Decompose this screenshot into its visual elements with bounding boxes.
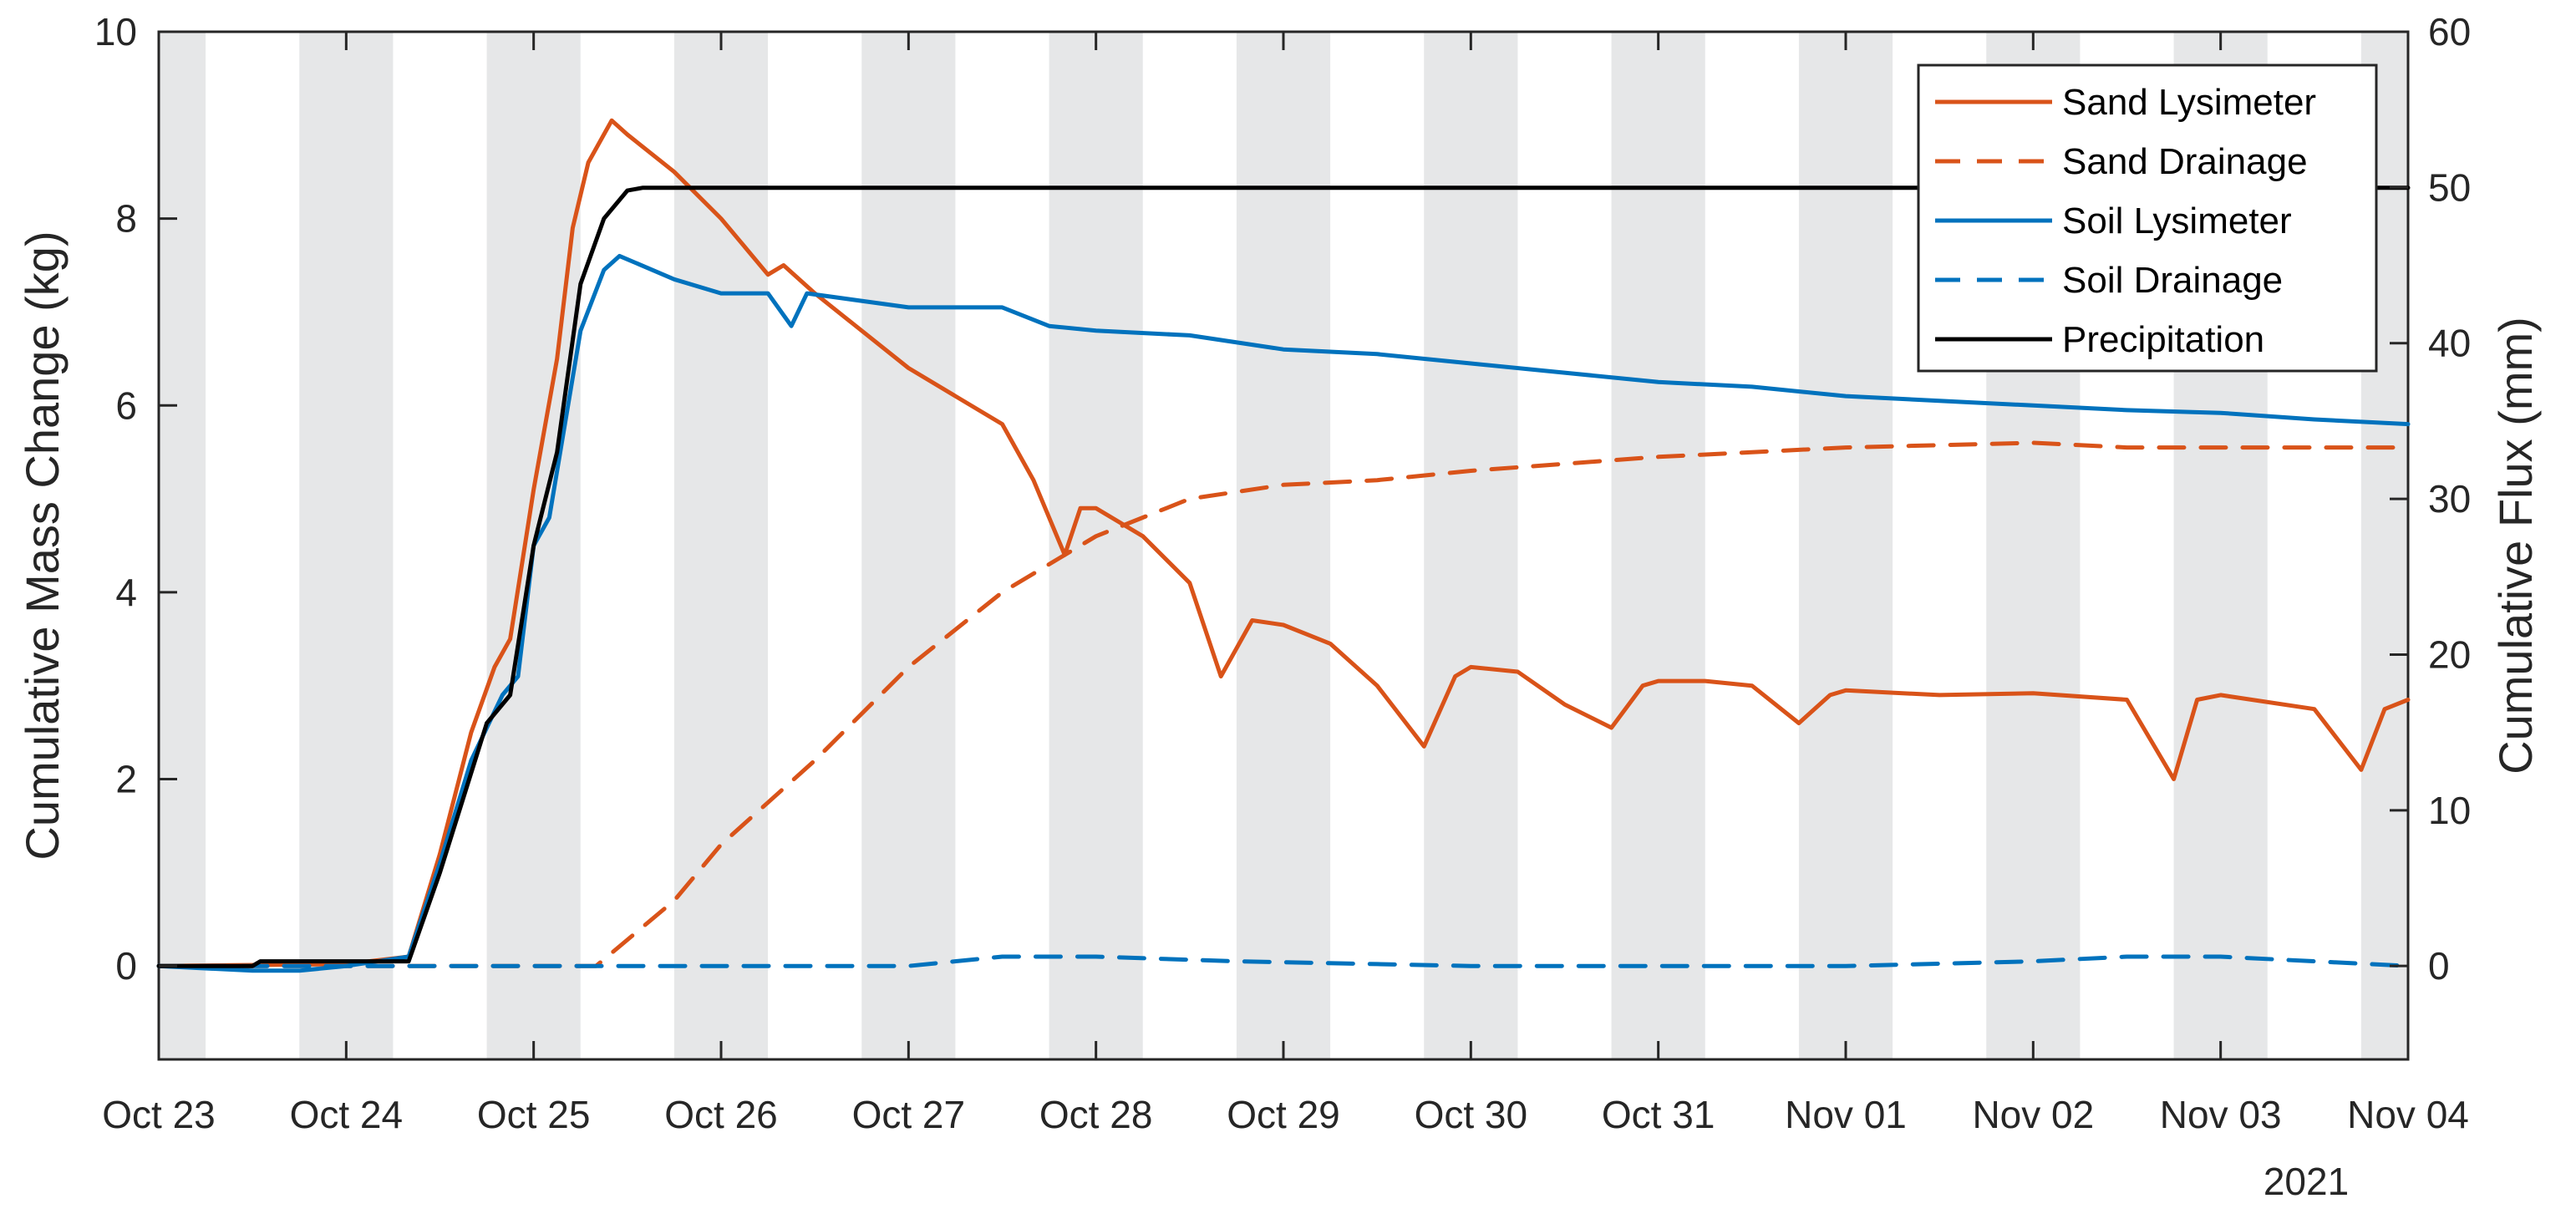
series-line-sand-lysimeter [156,118,2411,968]
night-band [1049,32,1143,1059]
series-layer [156,118,2411,973]
x-year-label: 2021 [2264,1160,2349,1203]
x-tick-label: Oct 25 [477,1093,591,1136]
y2-tick-label: 40 [2428,322,2471,365]
legend-label: Precipitation [2062,319,2264,360]
legend-label: Sand Lysimeter [2062,82,2316,123]
x-tick-label: Oct 23 [102,1093,216,1136]
series-line-precipitation [156,185,2411,968]
y-tick-label: 0 [115,944,137,988]
y-axis-title-left: Cumulative Mass Change (kg) [16,231,69,860]
night-band [299,32,394,1059]
night-band [1236,32,1331,1059]
x-tick-label: Nov 02 [1972,1093,2094,1136]
night-band [1611,32,1705,1059]
y-axis-title-right: Cumulative Flux (mm) [2489,317,2542,775]
legend-box [1917,63,2378,373]
y-tick-label: 4 [115,571,137,614]
night-shading [159,32,2408,1059]
x-tick-label: Oct 26 [664,1093,778,1136]
legend-label: Sand Drainage [2062,141,2308,182]
y-tick-label: 8 [115,197,137,241]
night-band [159,32,206,1059]
legend: Sand Lysimeter Sand Drainage Soil Lysimete… [1917,63,2378,373]
y-tick-label: 10 [94,10,137,53]
x-tick-label: Oct 27 [852,1093,966,1136]
x-tick-label: Nov 04 [2347,1093,2469,1136]
y2-tick-label: 60 [2428,10,2471,53]
night-band [1798,32,1893,1059]
x-tick-label: Oct 30 [1415,1093,1528,1136]
legend-label: Soil Drainage [2062,260,2283,301]
y2-tick-label: 0 [2428,944,2450,988]
series-line-soil-drainage [156,954,2411,968]
legend-label: Soil Lysimeter [2062,201,2292,241]
x-tick-label: Oct 31 [1602,1093,1715,1136]
night-band [673,32,769,1059]
x-tick-label: Oct 29 [1227,1093,1340,1136]
y-tick-label: 2 [115,758,137,801]
y2-tick-label: 50 [2428,165,2471,209]
x-tick-label: Oct 28 [1039,1093,1153,1136]
night-band [1424,32,1518,1059]
y2-tick-label: 10 [2428,789,2471,832]
y2-tick-label: 30 [2428,477,2471,521]
series-line-sand-drainage [156,440,2411,968]
night-band [861,32,956,1059]
axes-layer: Oct 23 Oct 24 Oct 25 Oct 26 Oct 27 Oct 28 Oct … [94,10,2471,1136]
x-tick-label: Nov 01 [1785,1093,1907,1136]
x-tick-label: Oct 24 [290,1093,404,1136]
y2-tick-label: 20 [2428,632,2471,676]
y-tick-label: 6 [115,383,137,427]
x-tick-label: Nov 03 [2160,1093,2282,1136]
